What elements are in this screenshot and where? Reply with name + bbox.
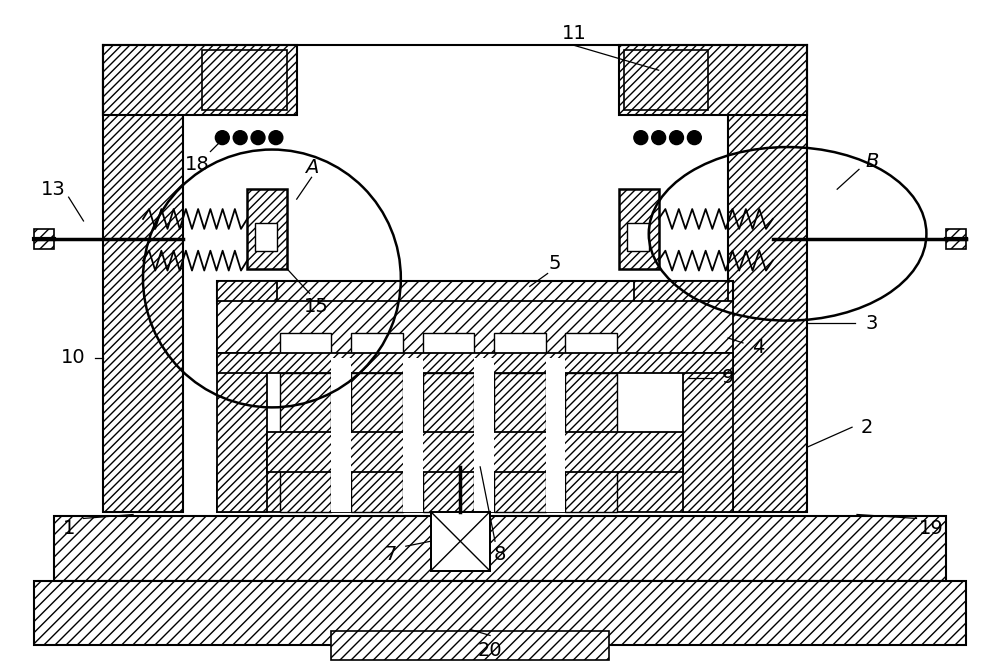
Text: 2: 2 <box>861 418 873 437</box>
Bar <box>217 467 733 512</box>
Bar <box>565 333 617 363</box>
Bar <box>217 301 733 363</box>
Text: 13: 13 <box>41 180 66 198</box>
Bar <box>627 223 649 250</box>
Circle shape <box>215 131 229 144</box>
Bar <box>202 50 287 110</box>
Bar <box>103 45 297 115</box>
Bar <box>474 358 494 512</box>
Bar <box>431 512 490 571</box>
Text: 20: 20 <box>478 641 502 660</box>
Circle shape <box>652 131 666 144</box>
Circle shape <box>687 131 701 144</box>
Bar <box>619 45 807 115</box>
Bar <box>217 353 733 373</box>
Bar <box>946 229 966 248</box>
Text: 3: 3 <box>866 313 878 333</box>
Bar <box>494 333 546 363</box>
Bar <box>103 80 183 512</box>
Bar <box>431 512 490 571</box>
Circle shape <box>269 131 283 144</box>
Text: 15: 15 <box>304 297 329 316</box>
Bar <box>423 373 474 512</box>
Circle shape <box>233 131 247 144</box>
Bar <box>331 631 609 660</box>
Text: A: A <box>305 158 318 177</box>
Bar <box>54 516 946 581</box>
Circle shape <box>634 131 648 144</box>
Bar <box>634 281 728 353</box>
Bar <box>255 223 277 250</box>
Circle shape <box>251 131 265 144</box>
Text: 10: 10 <box>61 348 86 367</box>
Bar <box>624 50 708 110</box>
Text: 5: 5 <box>548 254 561 273</box>
Text: 4: 4 <box>752 339 764 357</box>
Bar <box>728 80 807 512</box>
Text: 1: 1 <box>62 519 75 538</box>
Bar <box>565 373 617 512</box>
Text: 7: 7 <box>385 544 397 564</box>
Bar <box>280 373 331 512</box>
Text: 9: 9 <box>722 368 734 387</box>
Circle shape <box>670 131 683 144</box>
Bar <box>546 358 565 512</box>
Bar <box>683 353 733 512</box>
Text: 18: 18 <box>185 155 210 174</box>
Bar <box>423 333 474 363</box>
Bar <box>267 432 683 472</box>
Bar <box>619 189 659 269</box>
Text: 19: 19 <box>919 519 944 538</box>
Bar <box>351 333 403 363</box>
Bar <box>403 358 423 512</box>
Bar <box>247 189 287 269</box>
Bar <box>494 373 546 512</box>
Text: 11: 11 <box>562 24 587 43</box>
Bar <box>34 229 54 248</box>
Bar <box>217 281 277 353</box>
Bar <box>217 281 733 303</box>
Bar <box>217 353 267 512</box>
Bar <box>34 581 966 645</box>
Bar <box>351 373 403 512</box>
Bar <box>331 358 351 512</box>
Bar <box>280 333 331 363</box>
Text: B: B <box>865 152 879 171</box>
Text: 8: 8 <box>494 544 506 564</box>
